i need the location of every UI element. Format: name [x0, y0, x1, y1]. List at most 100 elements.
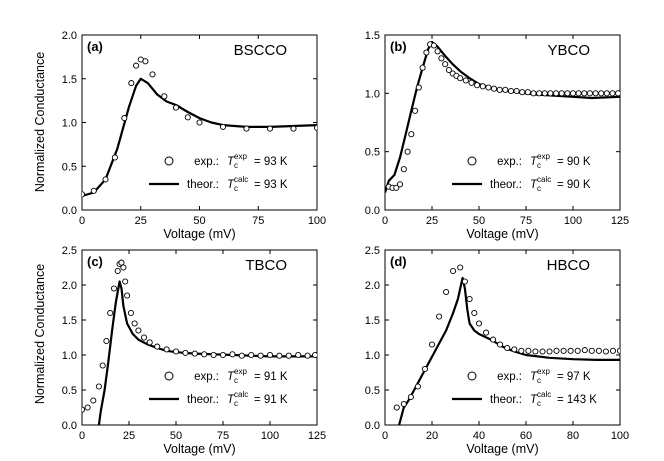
legend-value: = 93 K	[254, 156, 288, 168]
legend-superscript: exp	[234, 367, 247, 376]
exp-data-point	[603, 90, 610, 97]
exp-data-point	[502, 86, 509, 93]
compound-label: BSCCO	[234, 42, 287, 59]
y-tick-label: 1.5	[365, 315, 380, 327]
exp-data-point	[121, 115, 128, 122]
exp-data-point	[485, 84, 492, 91]
exp-data-point	[471, 309, 478, 317]
exp-data-point	[567, 347, 574, 354]
exp-data-point	[466, 295, 473, 303]
y-tick-label: 0.5	[62, 385, 77, 397]
exp-data-point	[569, 90, 577, 97]
exp-data-point	[457, 264, 464, 271]
exp-data-point	[436, 313, 443, 320]
exp-data-point	[82, 406, 86, 413]
exp-data-point	[196, 119, 203, 126]
legend-superscript: calc	[537, 390, 551, 399]
legend-subscript: c	[537, 184, 541, 193]
panel-label: (c)	[87, 254, 103, 269]
x-tick-label: 25	[135, 215, 147, 227]
exp-data-point	[496, 86, 503, 93]
legend-value: = 97 K	[557, 371, 591, 383]
x-tick-label: 100	[611, 430, 629, 442]
legend-symbol-T: T	[530, 179, 538, 191]
exp-data-point	[616, 347, 620, 354]
exp-data-point	[161, 93, 168, 100]
exp-data-point	[575, 90, 582, 97]
legend-symbol-T: T	[227, 394, 235, 406]
exp-data-point	[442, 61, 449, 68]
y-tick-label: 2.0	[62, 280, 77, 292]
series-group	[82, 259, 317, 425]
exp-data-point	[172, 104, 180, 111]
legend-prefix: theor.:	[490, 394, 522, 406]
panel-b: 0 25 50 75 100 125 0.0 0.5 1.0 1.5 Voltage (mV) (b)…	[365, 30, 629, 241]
exp-data-point	[421, 365, 428, 373]
legend-symbol-T: T	[227, 156, 235, 168]
exp-data-point	[295, 351, 302, 359]
exp-data-point	[257, 352, 264, 359]
legend-prefix: theor.:	[490, 179, 522, 191]
legend-prefix: theor.:	[187, 179, 219, 191]
exp-data-point	[598, 90, 605, 97]
exp-data-point	[120, 264, 127, 271]
exp-data-point	[266, 125, 274, 132]
exp-data-point	[122, 278, 129, 285]
x-tick-label: 0	[79, 430, 85, 442]
y-tick-label: 1.5	[62, 74, 77, 86]
legend-superscript: exp	[537, 152, 550, 161]
exp-data-point	[497, 341, 504, 348]
legend-value: = 93 K	[254, 179, 288, 191]
y-axis-label-top: Normalized Conductance	[33, 52, 47, 192]
exp-data-point	[483, 329, 490, 336]
legend-subscript: c	[537, 376, 541, 385]
compound-label: YBCO	[547, 42, 590, 59]
exp-data-point	[541, 90, 548, 97]
exp-data-point	[393, 404, 400, 411]
exp-data-point	[393, 184, 400, 191]
exp-data-point	[419, 64, 426, 71]
exp-data-point	[135, 327, 142, 334]
exp-data-point	[201, 351, 208, 358]
legend-value: = 90 K	[557, 156, 591, 168]
exp-data-point	[615, 90, 620, 97]
legend-symbol-T: T	[530, 156, 538, 168]
exp-data-point	[560, 347, 567, 354]
y-tick-label: 1.5	[365, 30, 380, 42]
exp-data-point	[95, 383, 102, 390]
exp-data-point	[588, 347, 595, 354]
exp-data-point	[191, 350, 198, 357]
exp-data-point	[102, 176, 109, 183]
exp-data-point	[219, 123, 227, 130]
theory-curve	[97, 280, 317, 425]
exp-data-point	[248, 351, 255, 359]
exp-data-point	[313, 124, 317, 131]
exp-data-point	[547, 90, 554, 97]
exp-data-point	[532, 348, 539, 355]
x-tick-label: 80	[567, 430, 579, 442]
exp-data-point	[404, 148, 411, 155]
panel-c: 0 25 50 75 100 125 0.0 0.5 1.0 1.5 2.0 2.5 Voltage (…	[62, 245, 326, 456]
exp-data-point	[133, 62, 140, 69]
x-axis-label: Voltage (mV)	[163, 442, 235, 456]
legend-subscript: c	[234, 184, 238, 193]
exp-data-point	[414, 383, 421, 390]
x-tick-label: 75	[217, 430, 229, 442]
exp-data-point	[90, 397, 97, 404]
exp-data-point	[513, 87, 520, 95]
legend-prefix: theor.:	[187, 394, 219, 406]
y-tick-label: 2.0	[365, 280, 380, 292]
exp-data-point	[592, 90, 599, 97]
exp-data-point	[434, 48, 441, 55]
legend-superscript: calc	[234, 390, 248, 399]
exp-data-point	[445, 66, 452, 74]
exp-data-point	[408, 131, 415, 138]
x-axis-label: Voltage (mV)	[163, 227, 235, 241]
exp-data-point	[107, 309, 114, 317]
exp-data-point	[443, 288, 450, 296]
plot-frame	[81, 249, 318, 426]
legend-subscript: c	[234, 161, 238, 170]
compound-label: TBCO	[245, 257, 287, 274]
